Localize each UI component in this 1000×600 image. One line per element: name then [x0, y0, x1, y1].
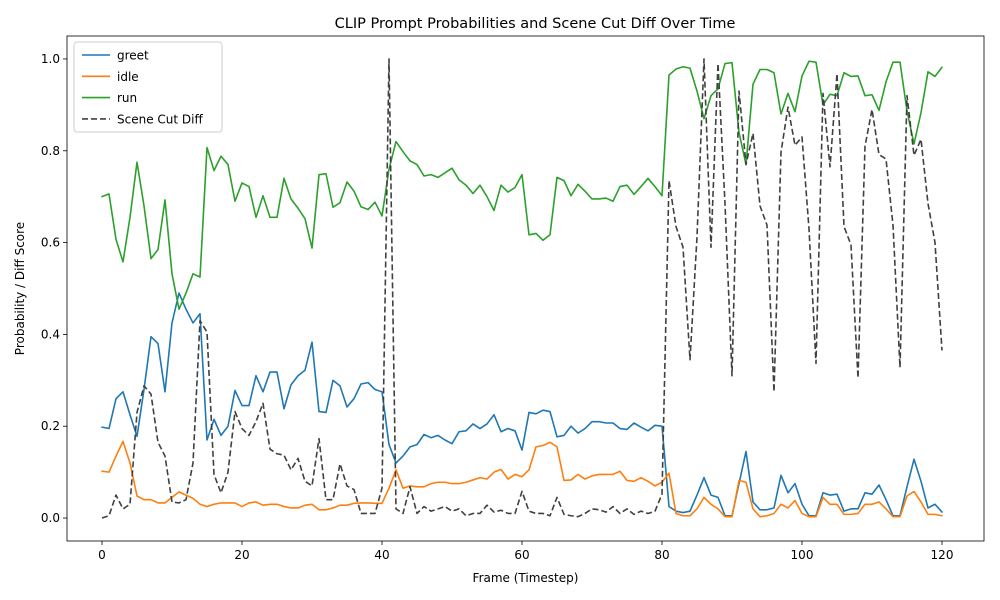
x-tick-label: 120	[931, 548, 954, 562]
legend-box	[73, 41, 223, 133]
legend-label: greet	[117, 49, 149, 63]
series-line-run	[101, 60, 943, 310]
x-tick-label: 100	[791, 548, 814, 562]
series-line-scene-cut-diff	[101, 58, 943, 519]
legend-label: idle	[117, 70, 139, 84]
x-tick-label: 20	[234, 548, 249, 562]
legend-label: Scene Cut Diff	[117, 112, 203, 126]
series-layer	[101, 58, 943, 519]
legend: greet idle run Scene Cut Diff	[73, 41, 223, 133]
chart-title: CLIP Prompt Probabilities and Scene Cut …	[335, 16, 736, 32]
x-tick-label: 0	[98, 548, 106, 562]
y-tick-label: 0.2	[41, 419, 60, 433]
y-axis-ticks: 0.0 0.2 0.4 0.6 0.8 1.0	[41, 52, 67, 525]
series-line-greet	[101, 292, 943, 517]
y-tick-label: 0.4	[41, 327, 60, 341]
y-tick-label: 0.6	[41, 236, 60, 250]
series-line-idle	[101, 440, 943, 518]
y-tick-label: 1.0	[41, 52, 60, 66]
y-tick-label: 0.0	[41, 511, 60, 525]
x-tick-label: 40	[374, 548, 389, 562]
legend-label: run	[117, 91, 137, 105]
x-tick-label: 80	[654, 548, 669, 562]
y-axis-label: Probability / Diff Score	[13, 222, 27, 355]
x-tick-label: 60	[514, 548, 529, 562]
x-axis-label: Frame (Timestep)	[473, 571, 579, 585]
x-axis-ticks: 0 20 40 60 80 100 120	[98, 541, 953, 562]
y-tick-label: 0.8	[41, 144, 60, 158]
plot-area	[66, 35, 985, 542]
